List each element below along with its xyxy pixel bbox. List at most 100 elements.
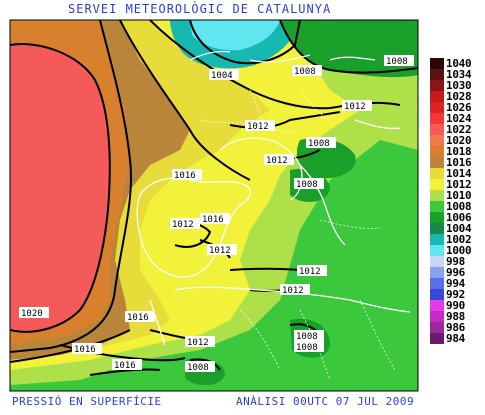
legend-label: 986 [446,321,465,334]
isobar-label: 1012 [207,244,237,256]
legend-entry: 1034 [430,68,485,81]
isobar-label: 1016 [112,359,142,371]
legend-entry: 1006 [430,211,485,224]
legend-label: 1040 [446,57,472,70]
isobar-label: 1012 [185,336,215,348]
svg-text:1008: 1008 [294,67,316,77]
legend-label: 990 [446,299,465,312]
isobar-label: 1012 [297,265,327,277]
map-subtitle: PRESSIÓ EN SUPERFÍCIE [12,395,162,408]
legend-swatch [430,212,444,223]
isobar-label: 1008 [294,341,324,353]
legend-label: 1022 [446,123,472,136]
legend-entry: 1022 [430,123,485,136]
legend-swatch [430,80,444,91]
svg-text:1004: 1004 [211,71,233,81]
svg-text:1016: 1016 [127,313,149,323]
svg-text:1008: 1008 [296,180,318,190]
legend-label: 1024 [446,112,472,125]
svg-text:1020: 1020 [21,309,43,319]
legend-swatch [430,113,444,124]
legend-label: 1012 [446,178,472,191]
legend-swatch [430,201,444,212]
legend-entry: 994 [430,277,485,290]
legend-label: 1030 [446,79,472,92]
legend-entry: 1000 [430,244,485,257]
isobar-label: 1012 [245,120,275,132]
legend-entry: 990 [430,299,485,312]
legend-swatch [430,245,444,256]
svg-text:1008: 1008 [386,57,408,67]
svg-text:1012: 1012 [187,338,209,348]
svg-text:1012: 1012 [282,286,304,296]
pressure-pocket-italy [296,138,356,179]
legend-entry: 1004 [430,222,485,235]
legend-entry: 988 [430,310,485,323]
legend-label: 1034 [446,68,472,81]
legend-label: 992 [446,288,465,301]
svg-text:1012: 1012 [344,102,366,112]
analysis-time: ANÀLISI 00UTC 07 JUL 2009 [236,395,415,408]
legend-entry: 1024 [430,112,485,125]
legend-swatch [430,256,444,267]
legend-swatch [430,234,444,245]
legend-swatch [430,300,444,311]
legend-entry: 1028 [430,90,485,103]
legend-label: 988 [446,310,465,323]
legend-swatch [430,58,444,69]
svg-text:1012: 1012 [247,122,269,132]
legend-entry: 1030 [430,79,485,92]
isobar-label: 1012 [170,218,200,230]
isobar-label: 1008 [384,55,414,67]
legend-swatch [430,267,444,278]
legend-label: 998 [446,255,465,268]
legend-label: 1020 [446,134,472,147]
legend-entry: 1018 [430,145,485,158]
legend-entry: 1008 [430,200,485,213]
svg-text:1008: 1008 [296,332,318,342]
isobar-label: 1016 [172,169,202,181]
isobar-label-layer: 1004 1008 1008 1012 1012 1008 1012 1008 … [19,55,414,373]
isobar-label: 1004 [209,69,239,81]
legend-entry: 1020 [430,134,485,147]
legend-label: 1002 [446,233,472,246]
isobar-label: 1012 [342,100,372,112]
svg-text:1016: 1016 [174,171,196,181]
legend-swatch [430,69,444,80]
svg-text:1012: 1012 [266,156,288,166]
isobar-label: 1008 [294,330,324,342]
legend-swatch [430,223,444,234]
svg-text:1016: 1016 [114,361,136,371]
legend-entry: 1002 [430,233,485,246]
isobar-label: 1008 [292,65,322,77]
legend-label: 1006 [446,211,472,224]
legend-label: 1026 [446,101,472,114]
isobar-label: 1016 [125,311,155,323]
legend-label: 1010 [446,189,472,202]
legend-swatch [430,146,444,157]
legend-swatch [430,278,444,289]
legend-swatch [430,168,444,179]
isobar-label: 1008 [294,178,324,190]
svg-text:1016: 1016 [202,215,224,225]
map-title: SERVEI METEOROLÒGIC DE CATALUNYA [68,2,332,16]
legend-label: 1004 [446,222,472,235]
legend-label: 996 [446,266,465,279]
legend-label: 1014 [446,167,472,180]
legend-swatch [430,190,444,201]
legend-entry: 1010 [430,189,485,202]
svg-text:1016: 1016 [74,345,96,355]
svg-text:1008: 1008 [187,363,209,373]
isobar-label: 1008 [306,137,336,149]
legend-entry: 1014 [430,167,485,180]
legend-entry: 992 [430,288,485,301]
svg-text:1012: 1012 [172,220,194,230]
isobar-label: 1012 [280,284,310,296]
isobar-label: 1016 [200,213,230,225]
isobar-label: 1020 [19,307,49,319]
legend-swatch [430,157,444,168]
legend-swatch [430,311,444,322]
legend-entry: 996 [430,266,485,279]
pressure-field-1006-north [280,20,418,78]
legend-entry: 1012 [430,178,485,191]
